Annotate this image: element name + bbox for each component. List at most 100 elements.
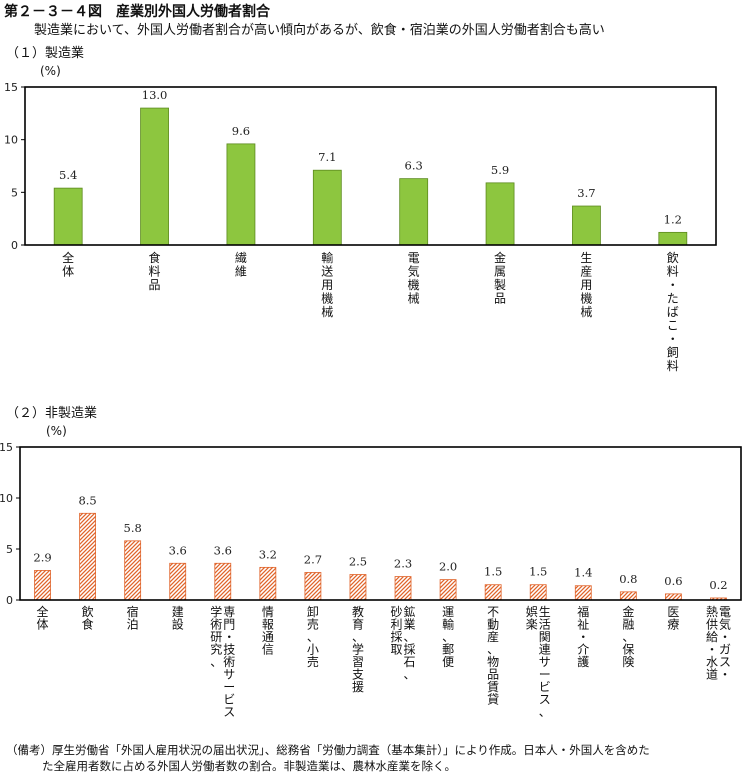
bar — [304, 572, 322, 601]
bar-value-label: 8.5 — [78, 493, 96, 507]
category-label: 飲料・たばこ・飼料 — [667, 250, 679, 373]
bar — [214, 562, 232, 601]
figure-title: 第２－３－４図 産業別外国人労働者割合 — [4, 4, 270, 20]
bar-value-label: 1.4 — [574, 566, 592, 580]
bar — [484, 584, 502, 601]
bar-value-label: 2.7 — [304, 552, 322, 566]
category-label: 宿泊 — [127, 604, 139, 632]
bar-value-label: 2.0 — [439, 560, 457, 574]
category-label-line: 不動産、物品賃貸 — [487, 605, 499, 707]
category-label-line: 医療 — [667, 605, 679, 632]
category-label-line: 生活関連サービス、 — [539, 605, 551, 719]
category-label-line: 砂利採取 — [391, 605, 403, 657]
bar-value-label: 5.4 — [59, 168, 77, 182]
bar — [349, 574, 367, 601]
bar-value-label: 13.0 — [142, 88, 168, 102]
y-axis-unit-manufacturing: (%) — [40, 64, 61, 78]
category-label-line: 飲食 — [82, 604, 94, 632]
category-label-line: 食料品 — [149, 250, 161, 292]
y-tick-label: 5 — [11, 186, 18, 199]
category-label-line: 金融、保険 — [622, 604, 634, 669]
non-manufacturing-bar-chart: 0 5 10 15 2.9 全体 8.5 飲食 5.8 宿泊 3.6 建設 3.6 専門・技術サービス学術… — [0, 441, 742, 719]
bar-value-label: 0.6 — [664, 574, 682, 588]
figure-subtitle: 製造業において、外国人労働者割合が高い傾向があるが、飲食・宿泊業の外国人労働者割… — [34, 23, 605, 38]
bar-value-label: 6.3 — [405, 159, 423, 173]
category-label-line: 熱供給・水道 — [706, 605, 718, 682]
category-label-line: 建設 — [172, 605, 184, 632]
y-axis-unit-non-manufacturing: (%) — [46, 424, 67, 438]
bar — [34, 570, 51, 601]
category-label: 卸売、小売 — [307, 604, 319, 669]
section-title-manufacturing: （１）製造業 — [6, 46, 85, 61]
bar — [529, 584, 547, 601]
bar-value-label: 1.2 — [664, 212, 682, 226]
category-label: 鉱業、採石、砂利採取 — [391, 604, 416, 682]
plot-frame — [19, 446, 742, 601]
category-label: 福祉・介護 — [577, 604, 589, 669]
category-label: 医療 — [667, 605, 679, 632]
bar — [169, 562, 187, 601]
bar — [226, 143, 256, 246]
category-label-line: 繊維 — [235, 251, 247, 279]
category-label: 生産用機械 — [580, 251, 592, 319]
manufacturing-bar-chart: 0 5 10 15 5.4 全体 13.0 食料品 9.6 繊維 7.1 輸送用機械 6.3 電気機械 5.… — [4, 81, 717, 373]
bar-value-label: 2.3 — [394, 557, 412, 571]
category-label-line: 電気・ガス・ — [719, 605, 731, 682]
category-label: 情報通信 — [262, 605, 274, 657]
category-label-line: 金属製品 — [494, 250, 506, 306]
category-label-line: 全体 — [37, 604, 49, 632]
bar — [665, 593, 682, 601]
bar-value-label: 3.7 — [577, 186, 595, 200]
plot-frame — [24, 86, 717, 246]
category-label: 不動産、物品賃貸 — [487, 605, 499, 707]
category-label: 金融、保険 — [622, 604, 634, 669]
bar-value-label: 0.8 — [619, 572, 637, 586]
y-tick-label: 0 — [6, 594, 13, 607]
category-label-line: 宿泊 — [127, 604, 139, 632]
bar — [574, 585, 592, 601]
category-label: 建設 — [172, 605, 184, 632]
category-label-line: 福祉・介護 — [577, 604, 589, 669]
bar-value-label: 5.9 — [491, 163, 509, 177]
bar-value-label: 2.9 — [33, 550, 51, 564]
category-label: 金属製品 — [494, 250, 506, 306]
bar-value-label: 3.6 — [169, 543, 187, 557]
bar — [394, 576, 412, 601]
y-tick-label: 10 — [4, 134, 18, 147]
category-label: 電気機械 — [408, 251, 420, 306]
bar — [658, 231, 688, 246]
bar — [619, 591, 637, 601]
category-label-line: 情報通信 — [262, 605, 274, 657]
category-label-line: 飲料・たばこ・飼料 — [667, 250, 679, 373]
bar — [485, 182, 515, 246]
category-label-line: 卸売、小売 — [307, 604, 319, 669]
category-label: 食料品 — [149, 250, 161, 292]
category-label: 飲食 — [82, 604, 94, 632]
category-label-line: 運輸、郵便 — [442, 605, 454, 669]
bar — [53, 187, 83, 246]
bar — [124, 540, 142, 601]
category-label-line: 専門・技術サービス — [223, 605, 235, 719]
category-label-line: 学術研究、 — [210, 604, 222, 669]
bar — [79, 512, 96, 601]
bar — [439, 579, 457, 601]
bar — [259, 566, 277, 601]
bar-value-label: 9.6 — [232, 124, 250, 138]
bar — [399, 178, 429, 246]
category-label-line: 全体 — [62, 250, 74, 279]
bar-value-label: 3.2 — [259, 547, 277, 561]
bar — [312, 169, 342, 246]
bar-value-label: 2.5 — [349, 555, 367, 569]
category-label: 生活関連サービス、娯楽 — [526, 605, 551, 719]
bar-value-label: 1.5 — [484, 565, 502, 579]
category-label: 輸送用機械 — [321, 250, 333, 319]
bar-value-label: 1.5 — [529, 565, 547, 579]
category-label-line: 電気機械 — [408, 251, 420, 306]
y-tick-label: 0 — [11, 239, 18, 252]
category-label-line: 輸送用機械 — [321, 250, 333, 319]
category-label-line: 娯楽 — [526, 605, 538, 632]
y-tick-label: 10 — [0, 492, 13, 505]
category-label-line: 教育、学習支援 — [352, 604, 364, 694]
category-label: 繊維 — [235, 251, 247, 279]
